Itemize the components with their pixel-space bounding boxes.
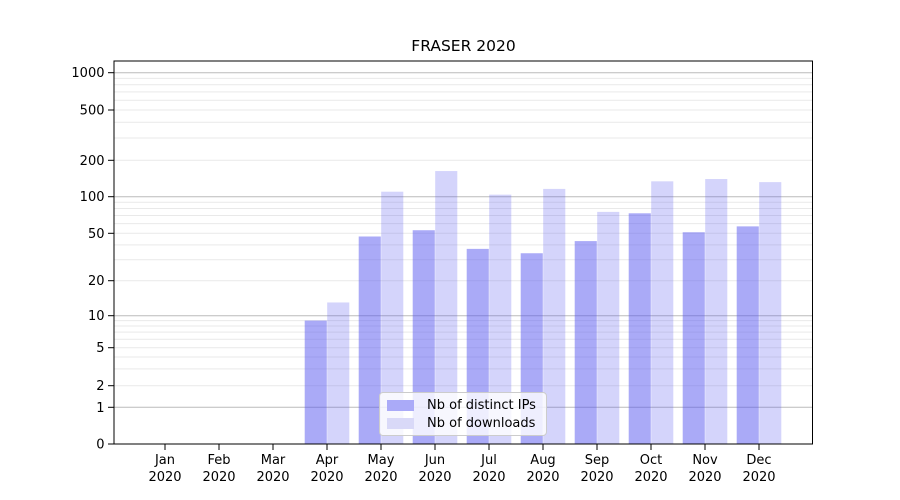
bar-distinct-ips bbox=[574, 241, 597, 444]
y-tick-label: 200 bbox=[80, 154, 105, 169]
bar-downloads bbox=[597, 211, 620, 444]
bar-distinct-ips bbox=[682, 232, 705, 444]
x-tick-label: Aug 2020 bbox=[526, 453, 559, 485]
legend-label-distinct-ips: Nb of distinct IPs bbox=[427, 397, 536, 413]
bar-distinct-ips bbox=[358, 236, 381, 444]
y-tick-label: 0 bbox=[96, 438, 104, 453]
x-tick-label: Nov 2020 bbox=[688, 453, 721, 485]
y-tick-label: 5 bbox=[96, 341, 104, 356]
y-tick-label: 10 bbox=[88, 309, 105, 324]
y-tick-label: 1 bbox=[96, 401, 104, 416]
x-tick-label: Dec 2020 bbox=[742, 453, 775, 485]
chart-title: FRASER 2020 bbox=[411, 37, 516, 55]
x-tick-label: Jun 2020 bbox=[418, 453, 451, 485]
bar-downloads bbox=[759, 182, 782, 444]
y-tick-label: 2 bbox=[96, 379, 104, 394]
plot-border bbox=[113, 60, 813, 445]
bar-downloads bbox=[651, 181, 674, 444]
bar-distinct-ips bbox=[412, 230, 435, 444]
legend-item-downloads: Nb of downloads bbox=[387, 415, 538, 431]
legend-label-downloads: Nb of downloads bbox=[427, 415, 536, 431]
bar-downloads bbox=[327, 302, 350, 444]
x-tick-label: Mar 2020 bbox=[256, 453, 289, 485]
bar-distinct-ips bbox=[304, 320, 327, 444]
y-tick-label: 500 bbox=[80, 104, 105, 119]
x-tick-label: May 2020 bbox=[364, 453, 397, 485]
x-tick-label: Feb 2020 bbox=[202, 453, 235, 485]
x-tick-label: Sep 2020 bbox=[580, 453, 613, 485]
legend-swatch-downloads bbox=[387, 417, 414, 429]
bar-downloads bbox=[489, 194, 512, 444]
y-axis: 0 1 2 5 10 20 50 100 200 500 1000 bbox=[71, 66, 114, 453]
x-tick-label: Jul 2020 bbox=[472, 453, 505, 485]
bar-downloads bbox=[543, 188, 566, 444]
legend-item-distinct-ips: Nb of distinct IPs bbox=[387, 397, 538, 413]
y-tick-label: 100 bbox=[80, 190, 105, 205]
legend-box: Nb of distinct IPs Nb of downloads bbox=[379, 392, 547, 436]
x-tick-label: Apr 2020 bbox=[310, 453, 343, 485]
bar-distinct-ips bbox=[736, 226, 759, 444]
x-tick-label: Jan 2020 bbox=[148, 453, 181, 485]
y-tick-label: 1000 bbox=[71, 66, 104, 81]
y-tick-label: 50 bbox=[88, 227, 105, 242]
x-tick-label: Oct 2020 bbox=[634, 453, 667, 485]
bar-downloads bbox=[435, 171, 458, 444]
bar-downloads bbox=[705, 179, 728, 444]
legend-swatch-distinct-ips bbox=[387, 399, 414, 411]
bar-distinct-ips bbox=[628, 213, 651, 444]
x-axis: Jan 2020 Feb 2020 Mar 2020 Apr 2020 May 2020 Jun 20… bbox=[148, 444, 776, 485]
bar-downloads bbox=[381, 191, 404, 444]
bars bbox=[304, 171, 782, 444]
y-tick-label: 20 bbox=[88, 274, 105, 289]
